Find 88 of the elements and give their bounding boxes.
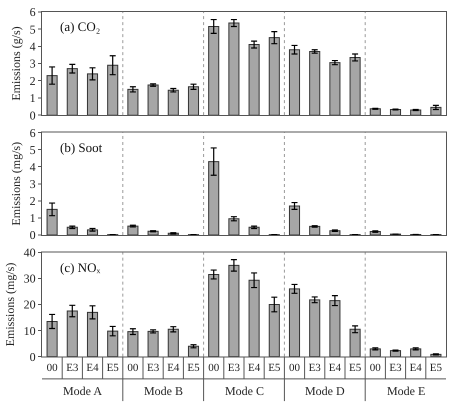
bar — [410, 348, 422, 357]
y-axis-title: Emissions (mg/s) — [8, 142, 23, 226]
x-tick-label: E3 — [308, 362, 322, 374]
bar — [127, 226, 138, 235]
x-tick-label: 00 — [208, 362, 220, 374]
y-axis-title: Emissions (mg/s) — [2, 262, 17, 346]
y-tick-label: 30 — [24, 272, 36, 286]
bar — [329, 62, 340, 116]
y-tick-label: 20 — [24, 298, 36, 312]
bar — [288, 288, 300, 357]
x-tick-label: E5 — [187, 362, 200, 374]
y-tick-label: 40 — [24, 246, 36, 260]
y-tick-label: 0 — [30, 228, 36, 242]
bar — [228, 22, 240, 116]
y-tick-label: 4 — [30, 39, 36, 54]
x-tick-label: E4 — [248, 362, 261, 374]
bar — [268, 304, 280, 357]
x-tick-label: E3 — [66, 362, 79, 374]
text: Mode D — [305, 384, 345, 398]
bar — [329, 300, 340, 357]
x-tick-label: E5 — [430, 362, 442, 374]
y-tick-label: 6 — [30, 126, 36, 140]
bar — [309, 50, 320, 116]
y-tick-label: 5 — [30, 142, 36, 157]
bar — [208, 274, 220, 357]
bar — [288, 49, 300, 116]
bar — [350, 328, 361, 357]
text: (b) Soot — [60, 140, 103, 155]
bar — [127, 88, 138, 116]
bar — [148, 84, 159, 116]
x-tick-label: E4 — [86, 362, 100, 374]
y-tick-label: 3 — [30, 176, 36, 191]
y-tick-label: 2 — [30, 74, 36, 88]
y-axis-title: Emissions (g/s) — [8, 26, 23, 101]
text: Mode A — [63, 384, 102, 398]
bar — [86, 312, 98, 357]
text: (c) NOₓ — [60, 260, 100, 275]
bar — [66, 310, 78, 357]
bar — [66, 68, 78, 116]
y-tick-label: 2 — [30, 194, 36, 208]
y-tick-label: 10 — [24, 324, 36, 338]
x-tick-label: E3 — [228, 362, 240, 374]
bar — [148, 330, 159, 357]
x-tick-label: E5 — [348, 362, 362, 374]
y-tick-label: 0 — [30, 350, 36, 364]
bar — [46, 320, 58, 357]
x-tick-label: E4 — [410, 362, 422, 374]
x-tick-label: 00 — [127, 362, 139, 374]
y-tick-label: 4 — [30, 160, 36, 174]
bar — [46, 208, 58, 235]
bar — [188, 86, 200, 116]
y-tick-label: 1 — [30, 91, 36, 106]
bar — [208, 161, 220, 235]
bar — [107, 330, 118, 357]
x-tick-label: E3 — [146, 362, 160, 374]
y-tick-label: 1 — [30, 211, 36, 226]
bar — [248, 280, 260, 357]
bar — [208, 26, 220, 116]
text: Mode E — [387, 384, 426, 398]
x-tick-label: E5 — [106, 362, 120, 374]
x-tick-label: 00 — [46, 362, 58, 374]
bar — [228, 218, 240, 235]
bar — [168, 90, 179, 116]
bar — [86, 73, 98, 116]
bar — [228, 264, 240, 357]
y-tick-label: 3 — [30, 56, 36, 71]
text: (a) CO₂ — [60, 19, 100, 34]
bar — [168, 328, 179, 357]
x-tick-label: 00 — [289, 362, 300, 374]
bar — [268, 37, 280, 116]
bar — [248, 44, 260, 116]
x-tick-label: E4 — [328, 362, 342, 374]
text: Mode C — [225, 384, 264, 398]
bar — [309, 299, 320, 357]
x-tick-label: 00 — [370, 362, 382, 374]
x-tick-label: E3 — [389, 362, 402, 374]
bar — [107, 64, 118, 116]
text: Mode B — [144, 384, 183, 398]
x-tick-label: E4 — [167, 362, 180, 374]
y-tick-label: 6 — [30, 5, 36, 20]
bar — [127, 331, 138, 357]
bar — [46, 75, 58, 116]
bar — [350, 56, 361, 116]
x-tick-label: E5 — [268, 362, 281, 374]
bar — [288, 205, 300, 235]
y-tick-label: 5 — [30, 22, 36, 36]
y-tick-label: 0 — [30, 108, 36, 122]
bar — [309, 226, 320, 235]
